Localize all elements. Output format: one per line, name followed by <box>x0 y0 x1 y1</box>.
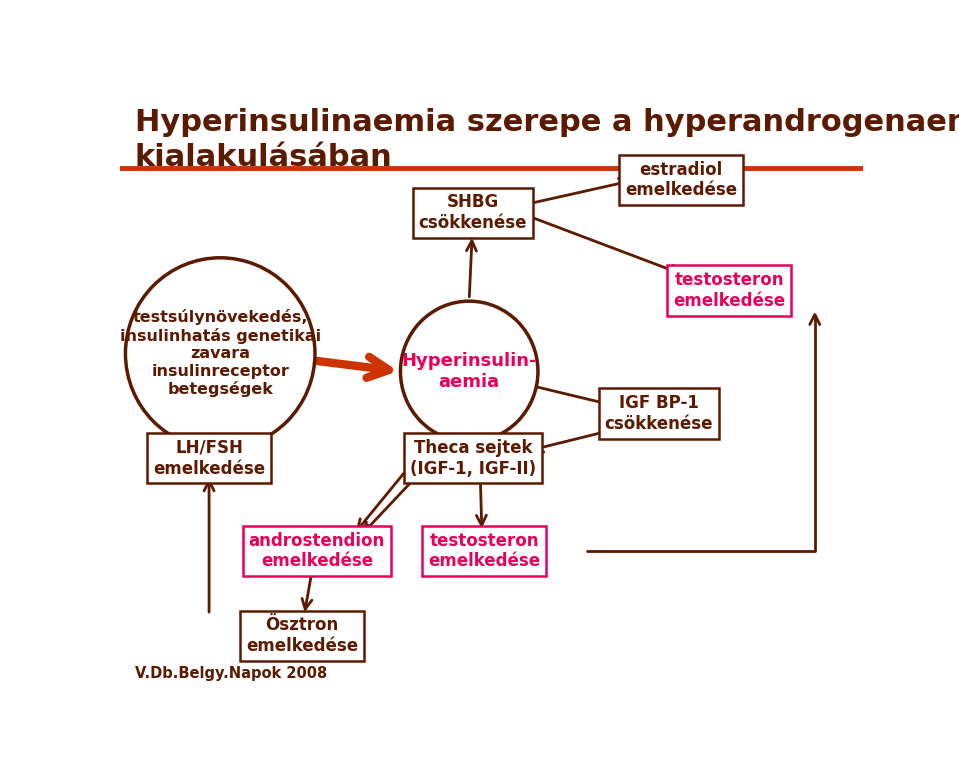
Text: V.Db.Belgy.Napok 2008: V.Db.Belgy.Napok 2008 <box>134 666 327 681</box>
Text: testosteron
emelkedése: testosteron emelkedése <box>673 271 785 310</box>
Text: IGF BP-1
csökkenése: IGF BP-1 csökkenése <box>604 394 713 433</box>
Text: androstendion
emelkedése: androstendion emelkedése <box>248 531 385 570</box>
Text: LH/FSH
emelkedése: LH/FSH emelkedése <box>153 439 265 478</box>
Text: testosteron
emelkedése: testosteron emelkedése <box>428 531 540 570</box>
Ellipse shape <box>401 301 538 442</box>
Text: SHBG
csökkenése: SHBG csökkenése <box>419 193 527 232</box>
Text: Ösztron
emelkedése: Ösztron emelkedése <box>246 616 358 655</box>
Text: estradiol
emelkedése: estradiol emelkedése <box>625 161 737 200</box>
Ellipse shape <box>126 258 315 449</box>
Text: testsúlynövekedés,
insulinhatás genetikai
zavara
insulinreceptor
betegségek: testsúlynövekedés, insulinhatás genetika… <box>120 309 320 398</box>
Text: Theca sejtek
(IGF-1, IGF-II): Theca sejtek (IGF-1, IGF-II) <box>409 439 536 478</box>
Text: Hyperinsulin-
aemia: Hyperinsulin- aemia <box>402 352 537 391</box>
Text: Hyperinsulinaemia szerepe a hyperandrogenaemia
kialakulásában: Hyperinsulinaemia szerepe a hyperandroge… <box>134 108 959 172</box>
